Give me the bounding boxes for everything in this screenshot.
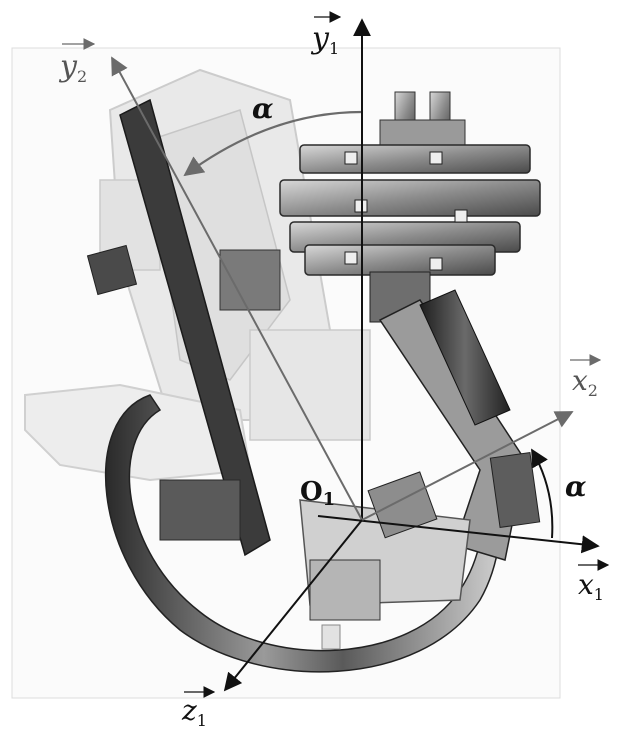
z1-label-text: z1 (181, 694, 207, 730)
end-bracket (489, 451, 541, 529)
tilted-arm-block (86, 244, 138, 296)
tilted-arm (86, 98, 281, 557)
alpha-arc-top (183, 110, 363, 177)
origin-label: O1 (300, 477, 335, 510)
alpha-label-top: α (252, 92, 274, 125)
x1-axis (317, 515, 600, 554)
y2-label-text: y2 (58, 49, 87, 86)
bolt (429, 257, 443, 271)
bolt (429, 151, 443, 165)
y1-label-text: y1 (310, 21, 339, 58)
x1-label-text: x1 (578, 568, 604, 604)
bottom-screw (321, 624, 341, 650)
y2-axis (111, 56, 363, 521)
strut-cylinder (419, 289, 511, 426)
alpha-arc-right (531, 448, 554, 539)
tilted-arm-block-3 (159, 479, 241, 541)
z1-axis (223, 519, 363, 692)
plate-2 (279, 179, 541, 217)
y2-label: y2 (58, 38, 96, 86)
z1-label: z1 (181, 686, 216, 730)
tilted-arm-bar (119, 98, 271, 557)
y1-label: y1 (310, 11, 342, 58)
origin-label-text: O1 (300, 477, 335, 510)
main-mechanism (279, 91, 541, 650)
bolt (344, 251, 358, 265)
x2-axis (361, 411, 574, 521)
x2-label-text: x2 (572, 364, 598, 400)
x2-label: x2 (570, 354, 602, 400)
sensor-array (367, 471, 438, 539)
x1-label: x1 (578, 559, 610, 604)
bottom-mount (309, 559, 381, 621)
tilted-arm-block-2 (219, 249, 281, 311)
plate-4 (304, 244, 496, 276)
bolt (454, 209, 468, 223)
plate-1 (299, 144, 531, 174)
bolt (344, 151, 358, 165)
alpha-label-right: α (565, 470, 587, 503)
angled-strut (378, 299, 526, 561)
